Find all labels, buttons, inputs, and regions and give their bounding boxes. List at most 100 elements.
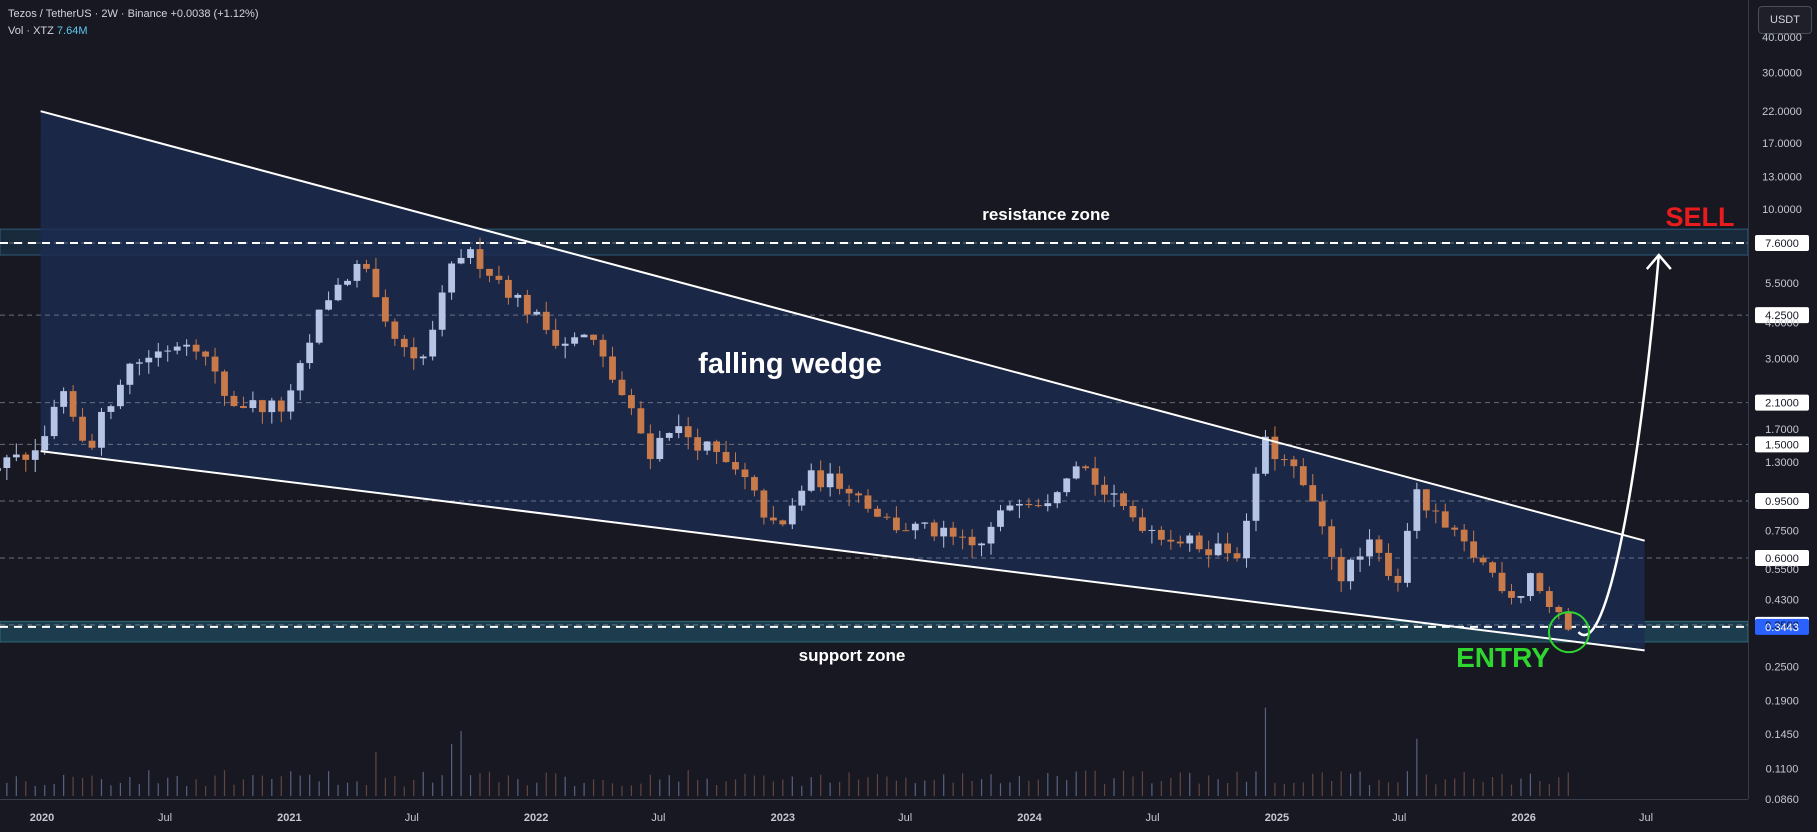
volume-bar [1293,782,1295,796]
price-tick-label: 1.7000 [1765,424,1799,436]
candle-body [1072,466,1080,479]
volume-bar [1151,783,1153,796]
sell-label: SELL [1665,202,1734,232]
volume-bar [611,783,614,796]
currency-button[interactable]: USDT [1758,6,1812,34]
volume-bar [1482,781,1484,796]
candle-body [1129,505,1137,518]
volume-bar [839,781,841,796]
volume-bar [649,774,651,796]
volume-bar [6,782,8,796]
candle-body [41,436,49,451]
candle-body [1044,503,1052,507]
volume-bar [1539,781,1541,796]
volume-bar [829,782,831,796]
candle-body [542,311,550,330]
volume-bar [63,774,65,796]
candle-body [1385,552,1392,576]
volume-bar [1387,782,1390,796]
volume-bar [1179,772,1181,796]
volume-bar [242,779,245,796]
volume-bar [441,775,443,796]
candle-body [1214,543,1222,556]
candle-body [1195,535,1203,550]
candle-body [1366,539,1373,557]
volume-bar [299,775,301,796]
candle-body [476,249,484,269]
volume-bar [924,780,926,796]
volume-bar [384,778,386,796]
candle-body [183,344,191,347]
candle-body [192,344,200,352]
candle-body [1555,607,1563,613]
volume-bar [1009,782,1011,796]
candle-body [523,294,531,315]
candle-body [1025,503,1033,506]
candle-body [429,329,437,357]
time-tick-label: 2023 [771,812,795,824]
time-tick-label: Jul [1146,812,1160,824]
candle-body [1375,539,1383,553]
volume-bar [1548,784,1550,796]
volume-bar [1066,780,1068,796]
volume-bar [763,775,765,796]
volume-bar [1529,773,1532,796]
volume-bar [81,777,84,796]
volume-bar [460,731,462,796]
volume-bar [1368,784,1371,796]
volume-bar [1198,783,1200,796]
volume-bar [233,784,235,796]
volume-bar [1208,775,1210,796]
candle-body [713,441,720,452]
volume-bar [365,785,368,796]
volume-bar [469,775,472,796]
candle-body [1167,539,1175,542]
candle-body [732,462,739,470]
candle-body [50,406,58,437]
time-tick-label: 2024 [1017,812,1042,824]
volume-bar [119,782,122,796]
volume-bar [1255,771,1257,796]
candle-body [514,294,522,298]
candle-body [1517,596,1525,598]
volume-bar [876,774,879,796]
candle-body [495,275,503,280]
price-level-label: 0.3500 [1765,620,1799,632]
time-tick-label: Jul [651,812,665,824]
candle-body [334,284,342,301]
volume-bar [1264,707,1267,796]
candle-body [1451,527,1459,530]
volume-bar [1435,784,1437,796]
candle-body [1460,529,1468,542]
volume-bar [346,782,349,796]
volume-label: Vol · XTZ [8,25,54,37]
volume-bar [176,776,178,796]
candle-body [1271,436,1279,460]
candle-body [126,363,134,385]
volume-bar [867,777,869,796]
volume-bar [1416,738,1418,796]
candle-body [949,527,957,537]
candle-body [987,526,995,544]
candle-body [1176,541,1184,544]
volume-bar [706,778,708,796]
volume-bar [952,782,954,796]
candle-body [580,334,588,338]
volume-bar [110,785,112,796]
volume-bar [91,775,93,796]
candle-body [1356,556,1364,560]
candle-body [410,347,418,359]
candle-body [1120,493,1127,506]
volume-bar [1491,777,1494,796]
candle-body [675,426,683,434]
volume-bar [1473,778,1475,796]
time-tick-label: 2021 [277,812,301,824]
pattern-label: falling wedge [698,348,882,380]
volume-bar [1406,771,1408,796]
entry-circle [1547,611,1590,654]
candle-body [438,292,446,330]
volume-bar [526,785,528,796]
volume-bar [933,779,935,796]
candle-body [1479,557,1487,563]
